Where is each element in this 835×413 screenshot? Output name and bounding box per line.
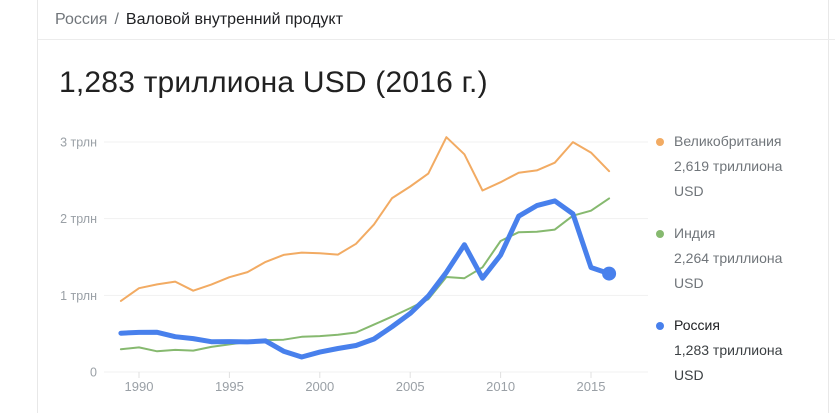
- y-axis-tick-label: 3 трлн: [60, 135, 97, 149]
- legend-country-value: 2,619 триллиона USD: [674, 158, 783, 199]
- y-axis-tick-label: 0: [90, 366, 97, 380]
- x-axis-tick-label: 2010: [486, 379, 515, 394]
- x-axis-tick-label: 2000: [305, 379, 334, 394]
- x-axis-tick-label: 2015: [577, 379, 606, 394]
- legend-item-india[interactable]: Индия 2,264 триллиона USD: [656, 221, 820, 296]
- series-line-Индия: [119, 197, 611, 353]
- gdp-line-chart[interactable]: 3 трлн 2 трлн 1 трлн 0 1990 1995 2000 2005 2010 2…: [37, 125, 657, 403]
- legend-country-name: Россия: [674, 317, 720, 333]
- breadcrumb-divider: [38, 39, 835, 40]
- page-title: 1,283 триллиона USD (2016 г.): [59, 66, 488, 99]
- x-axis-tick-label: 2005: [396, 379, 425, 394]
- series-line-Великобритания: [119, 136, 611, 302]
- x-axis-tick-label: 1990: [125, 379, 154, 394]
- chart-legend: Великобритания 2,619 триллиона USD Индия…: [656, 129, 820, 405]
- series-line-Россия: [118, 198, 612, 360]
- legend-item-uk[interactable]: Великобритания 2,619 триллиона USD: [656, 129, 820, 204]
- breadcrumb-link-country[interactable]: Россия: [55, 10, 108, 28]
- series-end-dot-Россия: [602, 266, 617, 281]
- legend-country-name: Индия: [674, 225, 716, 241]
- legend-item-russia[interactable]: Россия 1,283 триллиона USD: [656, 313, 820, 388]
- legend-country-value: 2,264 триллиона USD: [674, 250, 783, 291]
- panel-left-border: [37, 0, 38, 413]
- panel-right-border: [828, 0, 829, 413]
- y-axis-tick-label: 2 трлн: [60, 212, 97, 226]
- russia-series-bullet-icon: [656, 322, 664, 330]
- breadcrumb: Россия / Валовой внутренний продукт: [55, 0, 343, 39]
- india-series-bullet-icon: [656, 230, 664, 238]
- x-axis-tick-label: 1995: [215, 379, 244, 394]
- breadcrumb-current-topic: Валовой внутренний продукт: [125, 10, 343, 28]
- y-axis-tick-label: 1 трлн: [60, 289, 97, 303]
- legend-country-name: Великобритания: [674, 133, 782, 149]
- breadcrumb-separator: /: [114, 10, 119, 28]
- uk-series-bullet-icon: [656, 138, 664, 146]
- legend-country-value: 1,283 триллиона USD: [674, 342, 783, 383]
